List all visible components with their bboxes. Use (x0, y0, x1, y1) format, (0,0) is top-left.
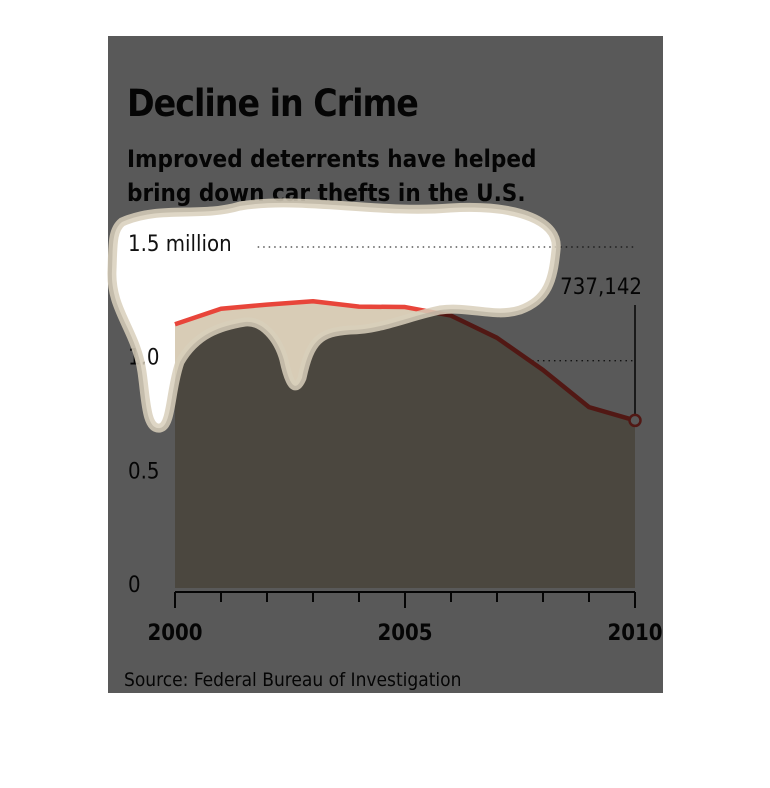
chart-title: Decline in Crime (127, 82, 419, 125)
data-label: 737,142 (560, 275, 642, 300)
y-tick-label: 0 (128, 573, 141, 598)
x-tick-label: 2010 (607, 621, 662, 646)
x-tick-label: 2000 (147, 621, 202, 646)
y-tick-label: 1.0 (128, 346, 159, 371)
y-tick-label: 1.5 million (128, 232, 232, 257)
end-marker (628, 413, 642, 428)
x-tick-label: 2005 (377, 621, 432, 646)
chart-subtitle: Improved deterrents have helped bring do… (127, 145, 537, 207)
area (175, 301, 635, 588)
y-tick-label: 0.5 (128, 459, 159, 484)
source-note: Source: Federal Bureau of Investigation (124, 669, 462, 691)
